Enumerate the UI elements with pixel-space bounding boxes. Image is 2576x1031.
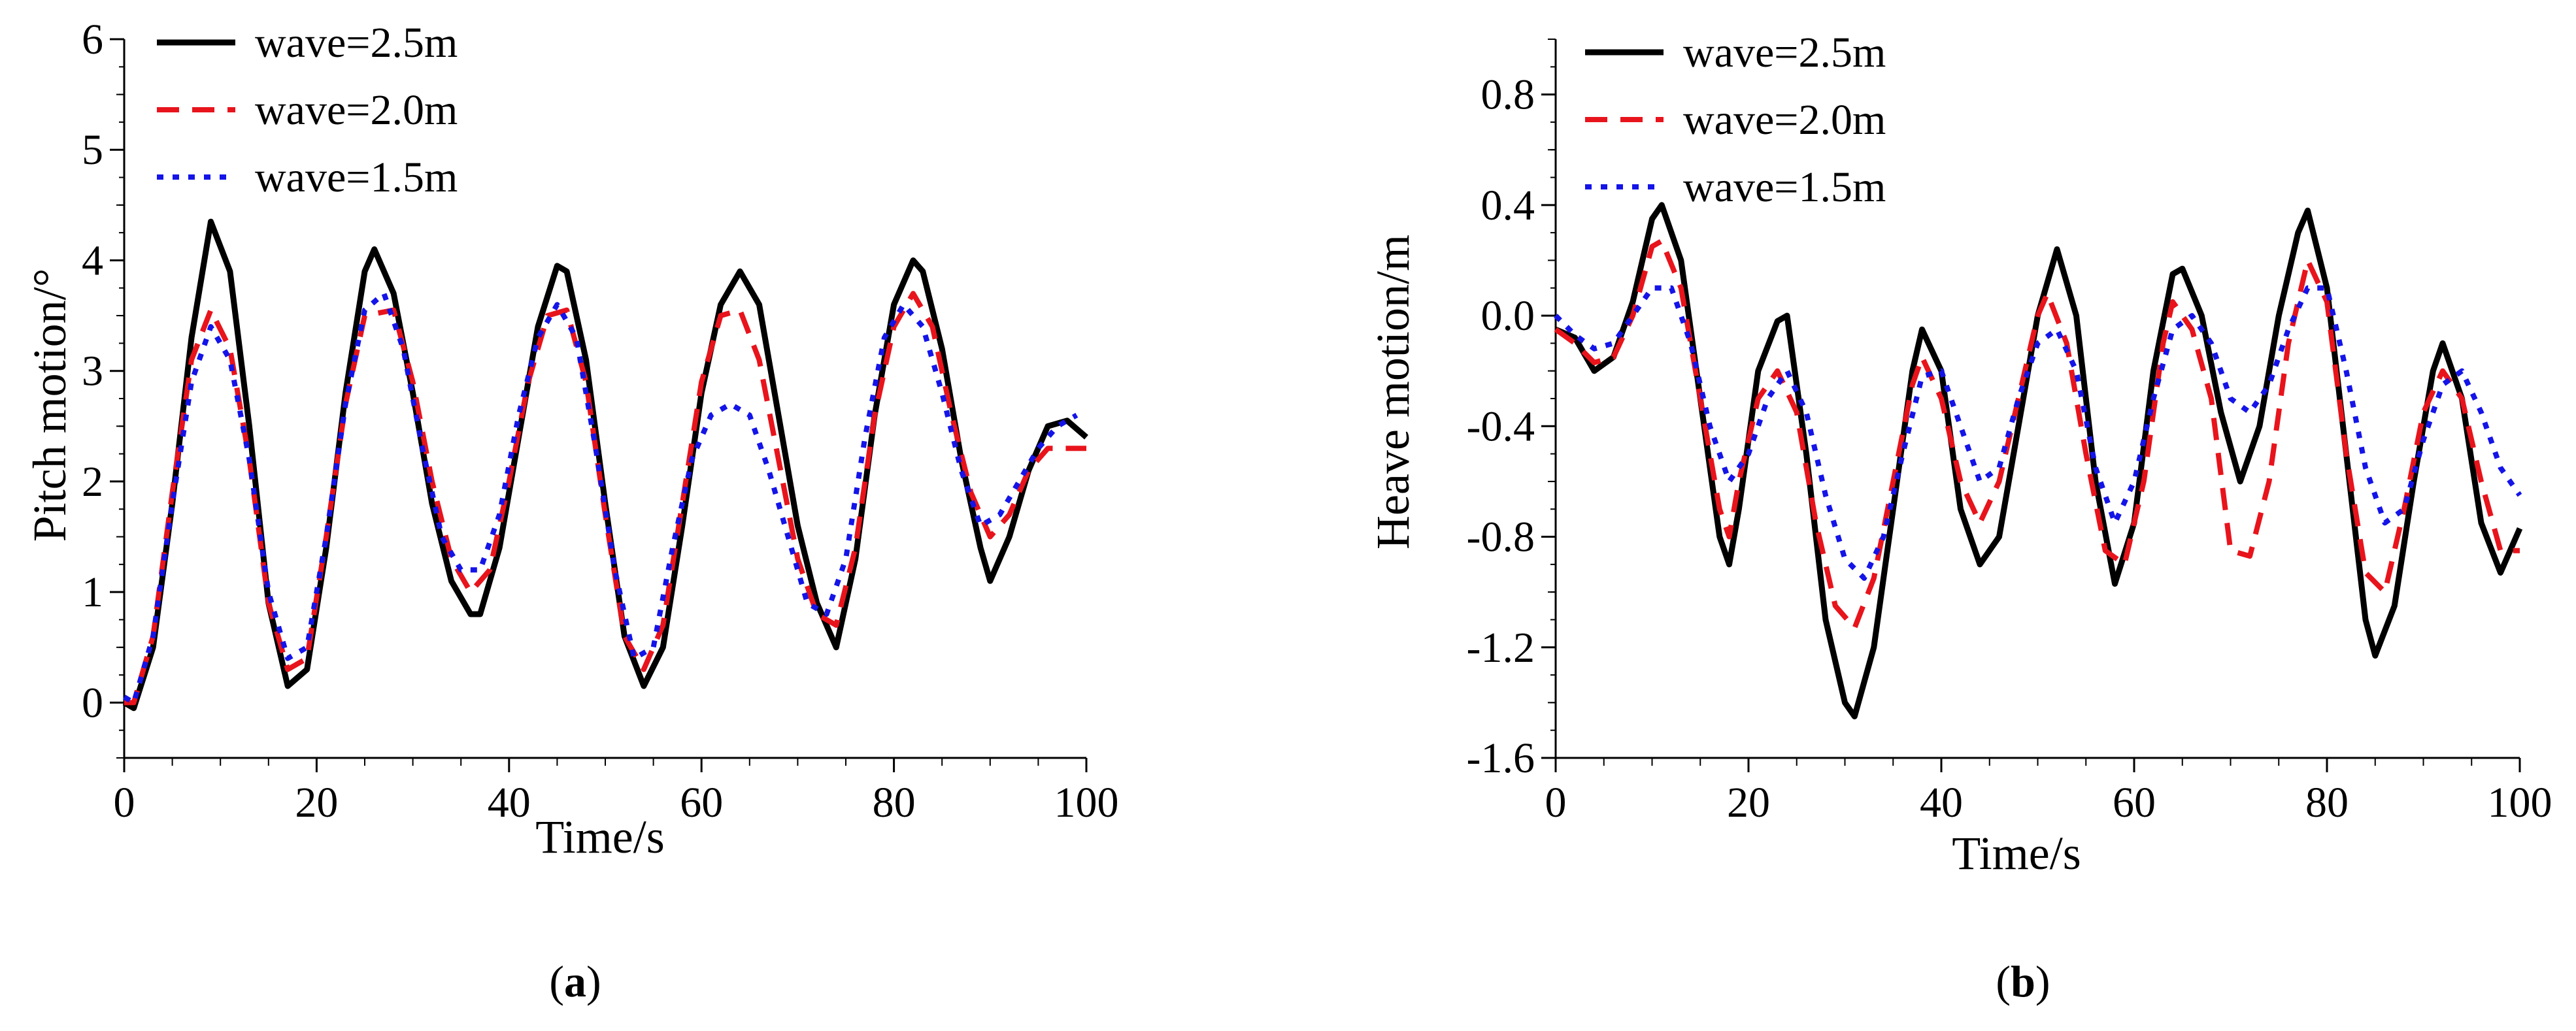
panel-a-label: (a) (549, 957, 601, 1006)
panel-a-y-tick-label: 6 (82, 16, 103, 63)
panel-b-x-tick-label: 20 (1727, 779, 1770, 826)
panel-b-letter: b (2011, 957, 2035, 1006)
panel-b-x-tick-label: 40 (1920, 779, 1963, 826)
panel-b-series-line-2 (1554, 238, 2520, 631)
panel-b-x-tick-label: 0 (1545, 779, 1567, 826)
panel-a-series-line-1 (122, 218, 1088, 712)
panel-b-legend-label-2: wave=2.0m (1683, 96, 1886, 144)
panel-a-x-tick-label: 80 (873, 779, 916, 826)
panel-b-x-tick-label: 100 (2488, 779, 2552, 826)
panel-b-x-tick-label: 80 (2305, 779, 2349, 826)
panel-b-y-tick-label: -0.8 (1467, 514, 1535, 561)
panel-a-x-tick-label: 40 (488, 779, 531, 826)
panel-a-y-tick-label: 4 (82, 237, 103, 284)
panel-a-y-axis-title: Pitch motion/° (24, 269, 76, 542)
panel-b-y-tick-label: 0.8 (1481, 71, 1535, 119)
panel-a-x-tick-label: 60 (680, 779, 723, 826)
panel-a-legend-label-2: wave=2.0m (255, 86, 458, 134)
panel-b-y-tick-label: 0.0 (1481, 292, 1535, 340)
panel-b-series-line-1 (1554, 202, 2523, 719)
panel-a-x-tick-label: 20 (295, 779, 338, 826)
panel-a-legend-label-3: wave=1.5m (255, 154, 458, 201)
panel-a-letter: a (564, 957, 586, 1006)
panel-b-x-axis-title: Time/s (1952, 827, 2081, 879)
panel-b-label: (b) (1996, 957, 2050, 1006)
panel-a-x-tick-label: 100 (1054, 779, 1119, 826)
panel-a-y-tick-label: 0 (82, 679, 103, 727)
panel-a-series-line-3 (122, 291, 1079, 706)
panel-b-series-line-3 (1554, 285, 2522, 581)
panel-a-x-tick-label: 0 (114, 779, 135, 826)
panel-b-y-tick-label: -0.4 (1467, 402, 1535, 450)
panel-b-y-tick-label: 0.4 (1481, 182, 1535, 229)
panel-b-legend-label-1: wave=2.5m (1683, 29, 1886, 76)
panel-b-x-tick-label: 60 (2113, 779, 2156, 826)
panel-b-y-axis-title: Heave motion/m (1367, 235, 1419, 549)
panel-b-legend-label-3: wave=1.5m (1683, 163, 1886, 211)
panel-b-y-tick-label: -1.2 (1467, 624, 1535, 672)
panel-b-heave-motion-chart: 0 20 40 60 80 100 -1.6 -1.2 -0.8 -0.4 0.0 0.4 0.8 wav… (1467, 29, 2552, 826)
panel-a-x-axis-title: Time/s (535, 811, 664, 863)
panel-a-y-tick-label: 5 (82, 126, 103, 174)
panel-b-y-tick-label: -1.6 (1467, 734, 1535, 782)
panel-a-legend-label-1: wave=2.5m (255, 19, 458, 67)
panel-a-y-tick-label: 1 (82, 568, 103, 616)
panel-a-pitch-motion-chart: 0 20 40 60 80 100 0 1 2 3 4 5 6 wave=2.5m wave=2.0m wav… (82, 16, 1119, 826)
panel-a-y-tick-label: 2 (82, 458, 103, 506)
panel-a-y-tick-label: 3 (82, 348, 103, 395)
